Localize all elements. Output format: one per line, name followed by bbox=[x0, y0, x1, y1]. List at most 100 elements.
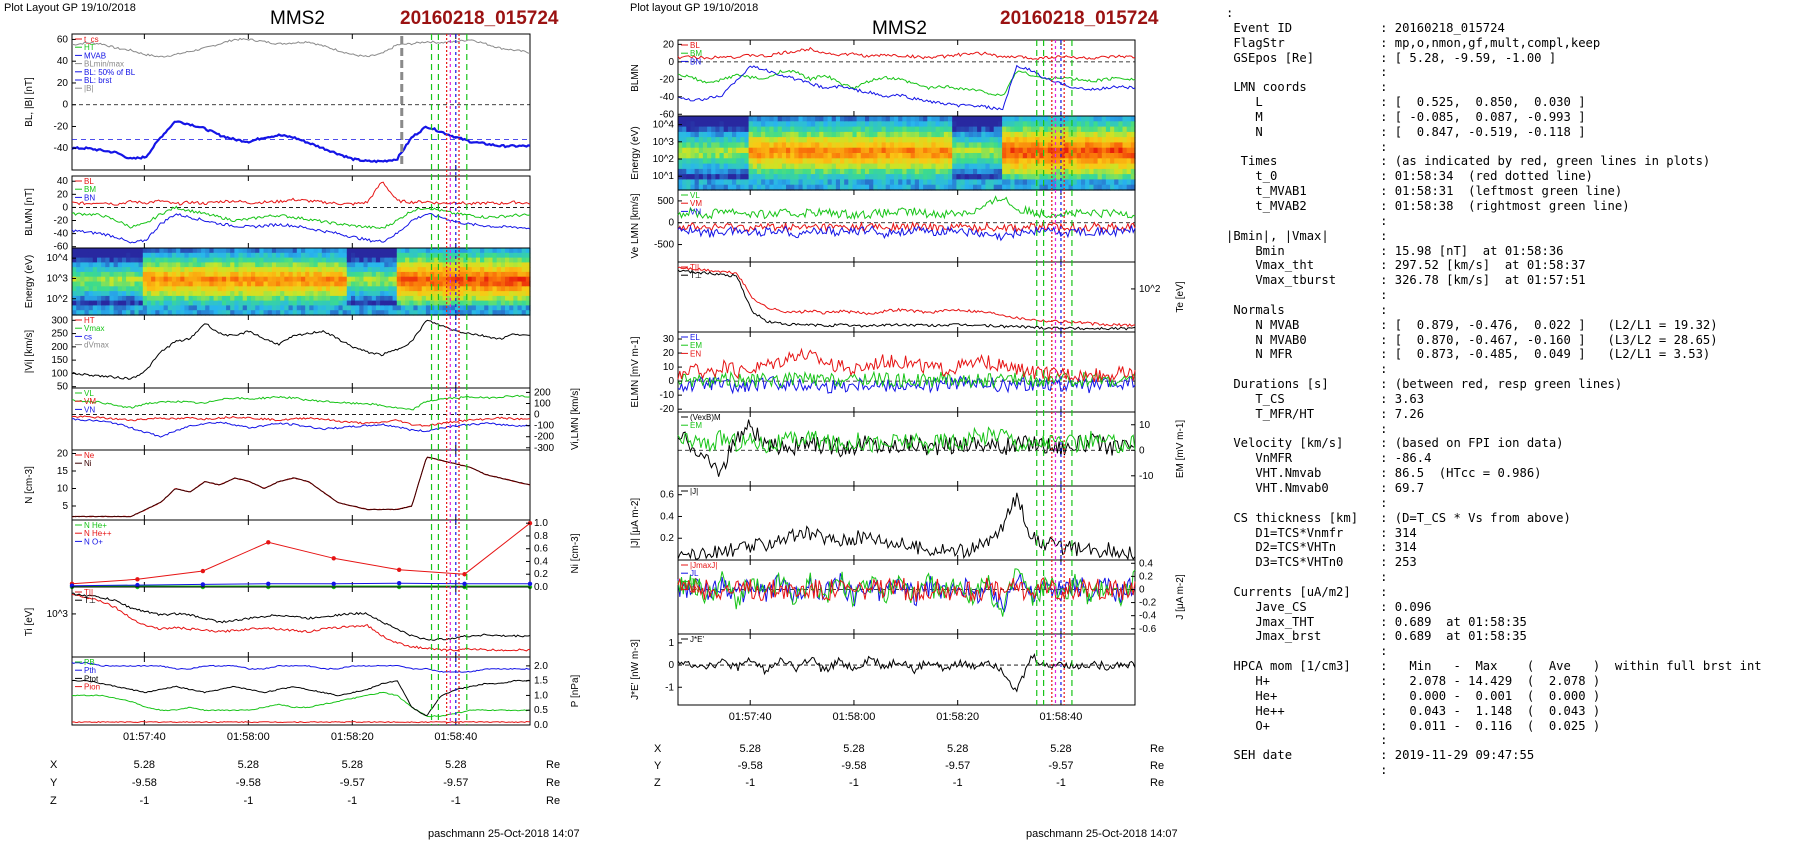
left-pressure-series-pion bbox=[71, 720, 531, 724]
right-jlmn-ytick: -0.6 bbox=[1139, 624, 1157, 635]
summary-line: N MVAB0 : [ 0.870, -0.467, -0.160 ] (L3/… bbox=[1226, 332, 1718, 347]
left-vi-ylabel: |Vi| [km/s] bbox=[24, 330, 35, 374]
right-spacecraft-title: MMS2 bbox=[872, 18, 927, 39]
left-vi-panel bbox=[71, 314, 531, 389]
ephemeris-unit: Re bbox=[1150, 743, 1164, 755]
left-blmn-ytick: -20 bbox=[54, 216, 69, 227]
left-vilmn-ylabel: Vi,LMN [km/s] bbox=[570, 388, 581, 450]
left-pressure-ytick: 1.0 bbox=[534, 690, 548, 701]
left-pressure-legend-entry: PB bbox=[84, 658, 95, 667]
left-ti-frame bbox=[71, 586, 531, 658]
left-blmn-panel bbox=[71, 175, 531, 249]
time-tick-label: 01:58:40 bbox=[1040, 711, 1083, 723]
right-elmn-frame bbox=[677, 331, 1136, 413]
summary-line: HPCA mom [1/cm3] : Min - Max ( Ave ) wit… bbox=[1226, 659, 1762, 674]
ephemeris-unit: Re bbox=[546, 759, 560, 771]
summary-line: t_MVAB1 : 01:58:31 (leftmost green line) bbox=[1226, 184, 1623, 199]
ephemeris-value: -1 bbox=[1056, 777, 1066, 789]
left-hpca-point bbox=[527, 581, 533, 587]
left-pressure-ytick: 2.0 bbox=[534, 661, 548, 672]
ephemeris-value: -9.58 bbox=[132, 777, 157, 789]
left-ti-legend-entry: T|| bbox=[84, 588, 93, 597]
left-density-panel bbox=[71, 449, 531, 521]
right-velmn-panel bbox=[677, 189, 1136, 263]
left-pressure-frame bbox=[71, 656, 531, 726]
right-electron-spectrogram-ytick: 10^2 bbox=[653, 154, 675, 165]
right-em-legend-entry: (VexB)M bbox=[690, 413, 721, 422]
left-vi-frame bbox=[71, 314, 531, 389]
left-hpca-ytick: 0.4 bbox=[534, 556, 548, 567]
left-vi-legend-entry: dVmax bbox=[84, 341, 109, 350]
right-blmn-ytick: 0 bbox=[668, 57, 674, 68]
left-blmn-ytick: 0 bbox=[62, 202, 68, 213]
right-jlmn-ytick: -0.2 bbox=[1139, 598, 1157, 609]
left-vilmn-ytick: 200 bbox=[534, 387, 551, 398]
left-ion-spectrogram-ylabel: Energy (eV) bbox=[24, 255, 35, 308]
left-hpca-point bbox=[331, 556, 336, 561]
summary-line: Jmax_brst : 0.689 at 01:58:35 bbox=[1226, 629, 1527, 644]
right-blmn-ytick: -40 bbox=[660, 92, 675, 103]
left-vilmn-ytick: -300 bbox=[534, 443, 554, 454]
left-ti-series-t bbox=[71, 593, 531, 652]
left-hpca-legend-entry: N He++ bbox=[84, 529, 112, 538]
right-electron-spectrogram-ylabel: Energy (eV) bbox=[630, 126, 641, 179]
right-te-panel bbox=[677, 261, 1136, 333]
right-te-legend-entry: T|| bbox=[690, 263, 699, 272]
right-jdote-ytick: 0 bbox=[668, 660, 674, 671]
right-blmn-ytick: -20 bbox=[660, 74, 675, 85]
right-electron-spectrogram-ytick: 10^3 bbox=[653, 137, 675, 148]
summary-line: LMN coords : bbox=[1226, 80, 1388, 95]
right-footer-credit: paschmann 25-Oct-2018 14:07 bbox=[1026, 828, 1178, 840]
summary-line: T_CS : 3.63 bbox=[1226, 391, 1425, 406]
right-jdote-panel bbox=[677, 633, 1136, 706]
left-hpca-point bbox=[266, 581, 271, 587]
left-hpca-point bbox=[331, 581, 336, 587]
left-vilmn-ytick: 100 bbox=[534, 399, 551, 410]
summary-line: Normals : bbox=[1226, 302, 1388, 317]
right-jlmn-series-jn bbox=[677, 577, 1136, 603]
right-jlmn-ytick: 0.4 bbox=[1139, 558, 1153, 569]
right-elmn-ytick: 0 bbox=[668, 376, 674, 387]
ephemeris-value: -1 bbox=[849, 777, 859, 789]
right-jdote-ylabel: J*E' [nW m-3] bbox=[630, 639, 641, 700]
right-electron-spectrogram-ytick: 10^4 bbox=[653, 120, 675, 131]
left-hpca-point bbox=[396, 567, 402, 572]
summary-line: O+ : 0.011 - 0.116 ( 0.025 ) bbox=[1226, 718, 1601, 733]
left-vi-ytick: 250 bbox=[51, 329, 68, 340]
summary-line: : bbox=[1226, 213, 1388, 228]
right-j-series-j bbox=[677, 492, 1136, 561]
left-bl-babs-ytick: 20 bbox=[57, 78, 69, 89]
left-bl-babs-ytick: 0 bbox=[62, 100, 68, 111]
time-tick-label: 01:57:40 bbox=[729, 711, 772, 723]
summary-line: : bbox=[1226, 644, 1388, 659]
right-blmn-legend-entry: BM bbox=[690, 49, 702, 58]
left-ion-spectrogram-ytick: 10^2 bbox=[47, 294, 69, 305]
left-bl-babs-legend-entry: BL: brst bbox=[84, 76, 112, 85]
right-j-ytick: 0.4 bbox=[660, 511, 674, 522]
ephemeris-value: 5.28 bbox=[238, 759, 259, 771]
summary-line: t_MVAB2 : 01:58:38 (rightmost green line… bbox=[1226, 198, 1630, 213]
right-blmn-series-bn bbox=[677, 64, 1136, 111]
ephemeris-value: -1 bbox=[347, 795, 357, 807]
summary-line: N : [ 0.847, -0.519, -0.118 ] bbox=[1226, 124, 1586, 139]
ephemeris-value: 5.28 bbox=[739, 743, 760, 755]
left-vi-ytick: 50 bbox=[57, 382, 69, 393]
left-vilmn-legend-entry: VN bbox=[84, 405, 95, 414]
left-density-ytick: 5 bbox=[62, 501, 68, 512]
right-em-ylabel: EM [mV m-1] bbox=[1175, 420, 1186, 479]
left-vilmn-legend-entry: VM bbox=[84, 397, 96, 406]
summary-line: Currents [uA/m2] : bbox=[1226, 584, 1388, 599]
left-blmn-ylabel: BLMN [nT] bbox=[24, 188, 35, 236]
right-jdote-legend-entry: J*E' bbox=[690, 635, 704, 644]
right-electron-spectrogram-panel bbox=[677, 115, 1136, 191]
time-tick-label: 01:58:00 bbox=[833, 711, 876, 723]
left-ti-ytick: 10^3 bbox=[47, 609, 69, 620]
time-tick-label: 01:58:40 bbox=[434, 731, 477, 743]
summary-line: CS thickness [km] : (D=T_CS * Vs from ab… bbox=[1226, 510, 1571, 525]
ephemeris-value: 5.28 bbox=[342, 759, 363, 771]
summary-line: : bbox=[1226, 288, 1388, 303]
summary-line: N MFR : [ 0.873, -0.485, 0.049 ] (L2/L1 … bbox=[1226, 347, 1711, 362]
ephemeris-unit: Re bbox=[1150, 760, 1164, 772]
right-jdote-series-je bbox=[677, 653, 1136, 693]
left-bl-babs-ylabel: BL, |B| [nT] bbox=[24, 77, 35, 127]
